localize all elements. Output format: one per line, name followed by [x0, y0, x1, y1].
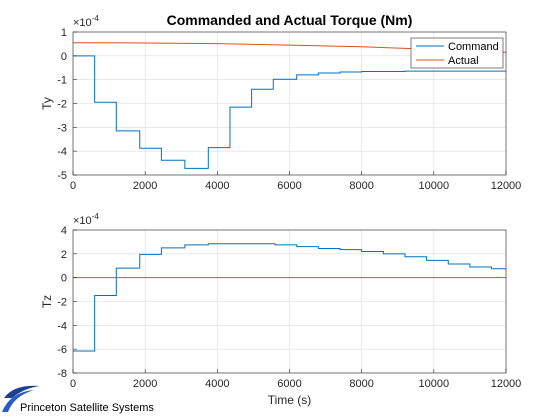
y-axis-label-top: Ty — [40, 97, 54, 110]
logo-swoosh-icon-2 — [2, 390, 34, 412]
y-tick-label-top-2: -1 — [57, 75, 67, 87]
x-tick-label-top-4: 8000 — [349, 180, 373, 192]
series-line-bottom-command — [73, 243, 506, 352]
x-tick-label-top-3: 6000 — [277, 180, 301, 192]
y-tick-label-top-1: 0 — [61, 51, 67, 63]
y-tick-label-bottom-5: -6 — [57, 344, 67, 356]
x-tick-label-top-6: 12000 — [491, 180, 522, 192]
legend: Command Actual — [410, 37, 504, 69]
y-tick-label-top-4: -3 — [57, 122, 67, 134]
axes-top: 0 2000 4000 6000 8000 10000 1200010-1-2-3-4-5 … — [40, 12, 521, 192]
y-tick-label-top-6: -5 — [57, 170, 67, 182]
x-tick-label-bottom-3: 6000 — [277, 378, 301, 390]
chart-title: Commanded and Actual Torque (Nm) — [167, 12, 413, 28]
y-exponent-bottom-power: -4 — [92, 212, 100, 221]
legend-box — [410, 37, 504, 69]
y-tick-label-top-5: -4 — [57, 146, 67, 158]
pss-logo: Princeton Satellite Systems — [2, 385, 154, 414]
y-axis-label-bottom: Tz — [40, 295, 54, 308]
y-tick-label-bottom-3: -2 — [57, 297, 67, 309]
y-tick-label-bottom-0: 4 — [61, 225, 67, 237]
logo-text: Princeton Satellite Systems — [20, 402, 154, 414]
plot-area-bottom — [73, 243, 506, 352]
legend-label-command: Command — [448, 41, 499, 53]
ticks-top: 0 2000 4000 6000 8000 10000 12000 1 0 -1 -2 -3 -4 -5 — [57, 27, 521, 192]
y-exponent-top-power: -4 — [92, 14, 100, 23]
y-tick-label-bottom-2: 0 — [61, 273, 67, 285]
y-tick-label-top-0: 1 — [61, 27, 67, 39]
x-tick-label-bottom-4: 8000 — [349, 378, 373, 390]
axes-bottom: 0 2000 4000 6000 8000 10000 12000 4 2 0 -2 -4 -6 -8 T… — [40, 212, 521, 407]
x-tick-label-top-2: 4000 — [205, 180, 229, 192]
legend-label-actual: Actual — [448, 55, 479, 67]
x-tick-label-top-1: 2000 — [133, 180, 157, 192]
y-tick-label-bottom-1: 2 — [61, 249, 67, 261]
x-tick-label-bottom-2: 4000 — [205, 378, 229, 390]
x-tick-label-top-0: 0 — [70, 180, 76, 192]
x-tick-label-bottom-1: 2000 — [133, 378, 157, 390]
y-tick-label-top-3: -2 — [57, 99, 67, 111]
x-tick-label-bottom-0: 0 — [70, 378, 76, 390]
series-line-top-command — [73, 55, 506, 169]
y-tick-label-bottom-6: -8 — [57, 368, 67, 380]
x-tick-label-bottom-5: 10000 — [419, 378, 450, 390]
ticks-bottom: 0 2000 4000 6000 8000 10000 12000 4 2 0 -2 -4 -6 -8 — [57, 225, 521, 390]
y-tick-label-bottom-4: -4 — [57, 320, 67, 332]
logo-swoosh-icon — [4, 385, 40, 398]
x-tick-label-bottom-6: 12000 — [491, 378, 522, 390]
x-axis-label-bottom: Time (s) — [268, 393, 312, 407]
x-tick-label-top-5: 10000 — [419, 180, 450, 192]
